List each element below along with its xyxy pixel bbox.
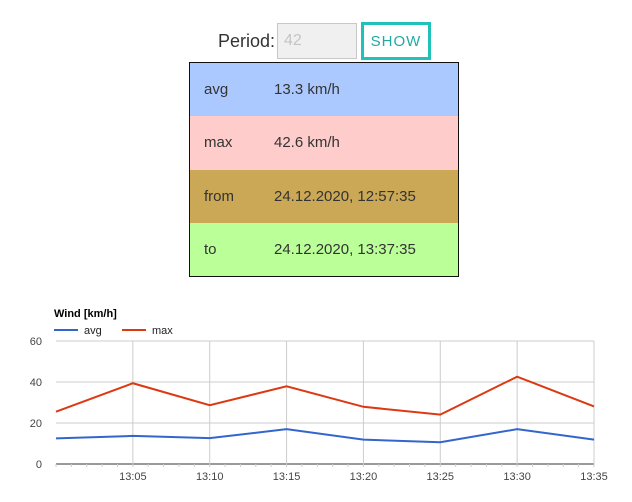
y-tick-label: 40 (30, 377, 42, 389)
stat-key: max (204, 134, 233, 152)
stat-row-avg: avg 13.3 km/h (190, 63, 458, 117)
y-tick-label: 60 (30, 336, 42, 348)
stat-key: to (204, 240, 217, 258)
legend-label-avg: avg (84, 325, 102, 337)
stats-table: avg 13.3 km/h max 42.6 km/h from 24.12.2… (189, 62, 459, 277)
x-axis: 13:05 13:10 13:15 13:20 13:25 13:30 13:35 (119, 471, 608, 483)
chart-legend: avg max (54, 325, 173, 337)
stat-key: avg (204, 81, 229, 99)
chart-series (55, 375, 595, 444)
stat-value: 24.12.2020, 13:37:35 (274, 240, 416, 258)
x-tick-label: 13:35 (580, 471, 608, 483)
chart-title: Wind [km/h] (54, 308, 117, 320)
y-tick-label: 0 (36, 459, 42, 471)
stat-value: 42.6 km/h (274, 134, 340, 152)
stat-value: 24.12.2020, 12:57:35 (274, 187, 416, 205)
y-tick-label: 20 (30, 418, 42, 430)
legend-label-max: max (152, 325, 173, 337)
stat-row-from: from 24.12.2020, 12:57:35 (190, 169, 458, 223)
y-axis: 0 20 40 60 (30, 336, 42, 471)
period-label: Period: (218, 31, 276, 51)
chart-grid (55, 340, 595, 467)
series-line-max (55, 375, 595, 416)
x-tick-label: 13:15 (273, 471, 301, 483)
x-tick-label: 13:25 (427, 471, 455, 483)
stat-value: 13.3 km/h (274, 81, 340, 99)
x-tick-label: 13:05 (119, 471, 147, 483)
series-line-avg (55, 428, 595, 444)
stat-row-to: to 24.12.2020, 13:37:35 (190, 222, 458, 276)
stat-row-max: max 42.6 km/h (190, 116, 458, 170)
period-input[interactable] (277, 23, 357, 59)
period-row: Period: SHOW (0, 22, 632, 60)
x-tick-label: 13:20 (350, 471, 378, 483)
x-tick-label: 13:10 (196, 471, 224, 483)
x-tick-label: 13:30 (503, 471, 531, 483)
stat-key: from (204, 187, 234, 205)
show-button[interactable]: SHOW (361, 22, 431, 60)
